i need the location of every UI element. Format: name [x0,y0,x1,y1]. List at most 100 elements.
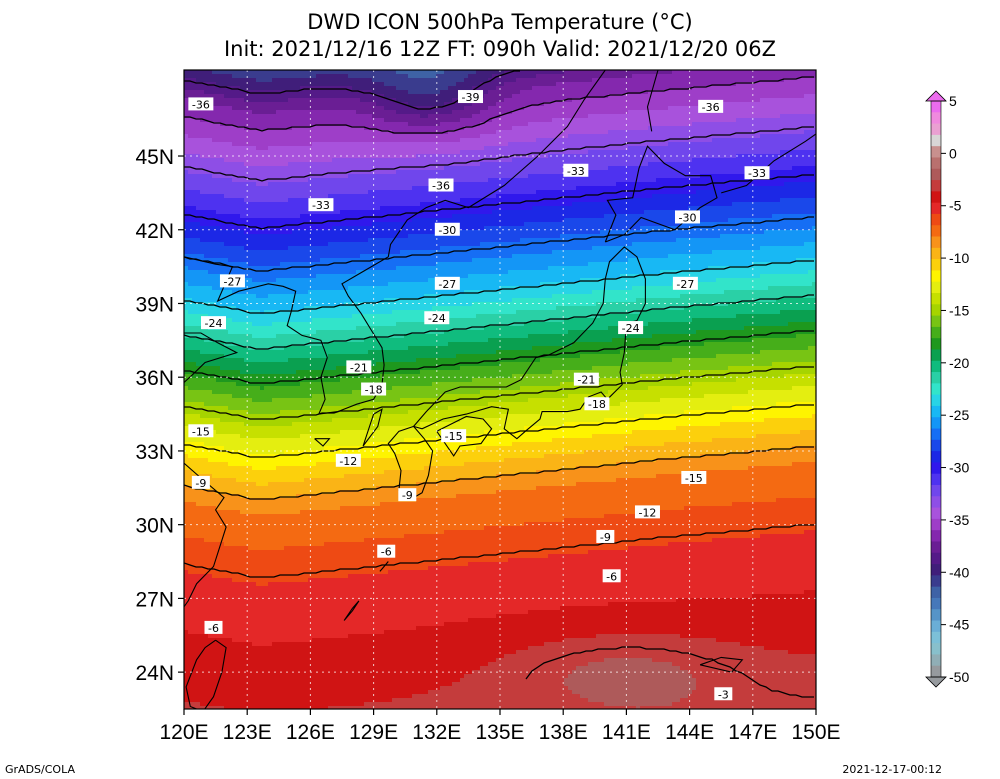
contour-label: -30 [679,211,697,224]
colorbar-segment [931,586,941,599]
colorbar-segment [931,225,941,237]
contour-label-box [424,311,450,325]
contour-label-box [602,569,621,583]
coastline [362,408,383,447]
coastline [184,332,239,415]
coastline [379,561,389,572]
contour-label-box [634,505,660,519]
contour-label-box [200,316,226,330]
colorbar-segment [931,473,941,486]
colorbar-segment [931,338,941,350]
colorbar-segment [931,180,941,192]
coastline [604,145,718,243]
isotherm-line [184,126,814,182]
colorbar-segment [931,620,941,633]
coastlines [184,70,816,709]
contour-label-box [188,97,214,111]
contour-label-box [584,397,610,411]
coastline [646,70,659,132]
colorbar-segment [931,315,941,328]
colorbar-segment [931,417,941,429]
colorbar-segment [931,654,941,667]
contour-label-box [458,90,484,104]
contour-label-box [596,529,615,543]
contour-label: -24 [428,312,446,325]
contour-label: -15 [685,472,703,485]
contour-label: -24 [622,322,640,335]
colorbar-segment [931,575,941,588]
contour-label: -33 [567,165,585,178]
colorbar-segment [931,213,941,226]
colorbar-segment [931,631,941,644]
contour-label-box [191,475,210,489]
contour-label-box [434,276,460,290]
colorbar-segment [931,552,941,565]
contour-label: -15 [445,430,463,443]
colorbar-segment [931,304,941,316]
colorbar-segment [931,326,941,339]
colorbar-segment [931,202,941,215]
lon-tick-label: 141E [602,721,651,744]
coastline [343,600,360,621]
contour-label: -39 [462,91,480,104]
contour-label: -18 [365,384,383,397]
coastline [184,462,227,608]
colorbar-label: 5 [949,93,957,109]
contour-label-box [618,321,644,335]
contour-label-box [398,488,417,502]
lon-tick-label: 150E [791,721,840,744]
contour-label-box [672,276,698,290]
contour-label-box [204,620,223,634]
lon-tick-label: 135E [475,721,524,744]
contour-label-box [361,382,387,396]
contour-label: -9 [402,489,413,502]
colorbar-segment [931,349,941,362]
contour-label: -6 [606,570,617,583]
colorbar-segment [931,146,941,158]
lat-tick-label: 30N [135,515,174,538]
lon-tick-label: 147E [728,721,777,744]
contour-label: -21 [350,361,368,374]
colorbar-segment [931,123,941,136]
colorbar-segment [931,485,941,497]
contour-label-box [744,166,770,180]
colorbar-label: -15 [949,302,969,318]
colorbar-label: -30 [949,460,969,476]
isotherm-line [184,404,814,458]
isotherm-line [184,294,814,350]
colorbar-segment [931,259,941,271]
colorbar-segment [931,270,941,283]
colorbar-segment [931,191,941,204]
colorbar-segment [931,665,941,678]
colorbar-segment [931,496,941,508]
contour-label: -36 [192,98,210,111]
lat-tick-label: 24N [135,662,174,685]
contour-label-box [573,372,599,386]
colorbar-segment [931,530,941,542]
lon-tick-label: 138E [539,721,588,744]
colorbar-segment [931,597,941,610]
contour-label-box [434,222,460,236]
isotherm-line [184,260,814,314]
isotherm-line [184,76,814,134]
lat-tick-label: 42N [135,220,174,243]
colorbar-segment [931,394,941,407]
contour-label-box [681,470,707,484]
lat-tick-label: 45N [135,146,174,169]
colorbar-segment [931,293,941,305]
contour-label: -24 [205,317,223,330]
contour-label-box [308,198,334,212]
isotherm-line [184,174,814,230]
colorbar-segment [931,101,941,113]
lon-tick-label: 132E [412,721,461,744]
contour-label: -27 [223,275,241,288]
contour-label: -36 [702,101,720,114]
contour-label: -27 [438,278,456,291]
contour-label-box [698,99,724,113]
colorbar-label: -45 [949,617,969,633]
colorbar-label: -10 [949,250,969,266]
colorbar-segment [931,112,941,124]
coastline [185,639,227,709]
colorbar-segment [931,643,941,655]
